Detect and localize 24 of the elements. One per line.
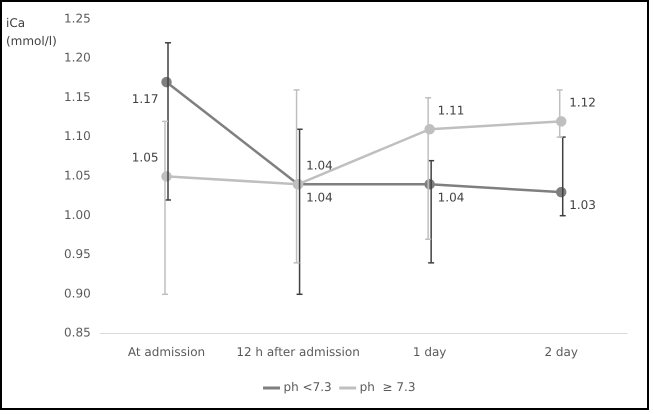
data-label: 1.11 xyxy=(438,103,464,118)
data-label: 1.04 xyxy=(438,190,464,204)
legend-label: ph <7.3 xyxy=(284,380,332,394)
data-label: 1.17 xyxy=(132,92,159,106)
y-tick-label: 1.20 xyxy=(64,50,91,65)
y-tick-label: 1.10 xyxy=(64,129,91,144)
x-tick-label: 12 h after admission xyxy=(236,344,360,359)
data-label: 1.12 xyxy=(569,96,596,110)
y-tick-label: 0.85 xyxy=(64,326,91,340)
y-tick-label: 1.05 xyxy=(64,168,91,183)
data-label: 1.03 xyxy=(569,198,596,212)
legend-label: ph ≥ 7.3 xyxy=(360,380,416,394)
x-tick-label: 2 day xyxy=(544,344,578,359)
y-tick-label: 1.25 xyxy=(64,11,91,26)
y-tick-label: 1.00 xyxy=(64,208,91,222)
x-tick-label: 1 day xyxy=(412,344,446,359)
x-tick-label: At admission xyxy=(128,344,206,359)
data-label: 1.05 xyxy=(132,150,159,165)
data-label: 1.04 xyxy=(306,158,333,172)
y-axis-title: iCa (mmol/l) xyxy=(6,15,58,50)
data-label: 1.04 xyxy=(306,190,333,204)
y-tick-label: 1.15 xyxy=(64,90,91,104)
y-tick-label: 0.95 xyxy=(64,247,91,262)
y-tick-label: 0.90 xyxy=(64,286,91,300)
